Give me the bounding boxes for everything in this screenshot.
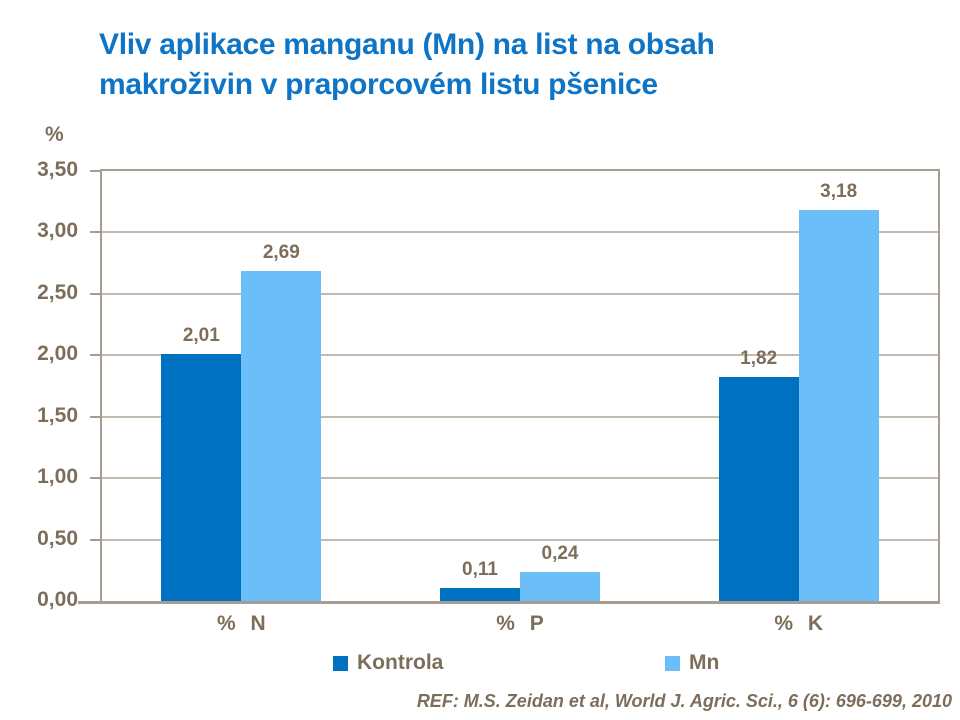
- plot-area: 2,01 2,69 0,11 0,24 1,82 3,18: [100, 169, 940, 601]
- legend-item: Mn: [665, 651, 719, 675]
- y-axis-tick-mark: [90, 477, 100, 480]
- gridline: [102, 415, 938, 418]
- legend-label: Kontrola: [357, 651, 444, 674]
- y-axis-tick-label: 0,00: [37, 588, 78, 611]
- legend-label: Mn: [689, 651, 720, 674]
- y-axis-tick-mark: [90, 231, 100, 234]
- bar-value-label: 0,24: [541, 542, 579, 564]
- bar-kontrola: [440, 587, 520, 601]
- y-axis-tick-label: 3,00: [37, 219, 78, 243]
- y-axis-tick-mark: [90, 354, 100, 357]
- y-axis-tick-label: 1,50: [37, 403, 78, 427]
- y-axis-tick-label: 0,50: [37, 526, 78, 550]
- x-axis-line: [78, 601, 940, 604]
- gridline: [102, 231, 938, 234]
- y-axis-tick-label: 2,50: [37, 280, 78, 304]
- chart-title-line-1: Vliv aplikace manganu (Mn) na list na ob…: [99, 28, 715, 61]
- chart-title-line-2: makroživin v praporcovém listu pšenice: [99, 68, 658, 101]
- bar-value-label: 3,18: [820, 181, 858, 203]
- bar-value-label: 2,01: [182, 325, 220, 347]
- gridline: [102, 538, 938, 541]
- bar-mn: [798, 210, 879, 601]
- chart-title: Vliv aplikace manganu (Mn) na list na ob…: [99, 25, 715, 105]
- bar-value-label: 1,82: [740, 348, 778, 370]
- bar-kontrola: [718, 377, 799, 601]
- y-axis-tick-label: 2,00: [37, 342, 78, 366]
- y-axis-tick-mark: [90, 292, 100, 295]
- x-axis-category-label: % N: [216, 612, 266, 635]
- legend-swatch: [333, 655, 348, 671]
- x-axis-category-label: % P: [496, 612, 544, 635]
- bar-mn: [241, 270, 322, 601]
- x-axis-category-label: % K: [774, 612, 823, 635]
- bar-kontrola: [161, 354, 242, 601]
- bar-value-label: 0,11: [462, 558, 498, 580]
- gridline: [102, 292, 938, 295]
- y-axis-tick-label: 1,00: [37, 465, 78, 489]
- bar-value-label: 2,69: [262, 241, 300, 263]
- y-axis-tick-mark: [90, 415, 100, 418]
- y-axis-tick-mark: [90, 538, 100, 541]
- y-axis-unit-label: %: [45, 123, 64, 146]
- reference-citation: REF: M.S. Zeidan et al, World J. Agric. …: [416, 691, 952, 711]
- y-axis-tick-mark: [90, 170, 100, 172]
- legend-swatch: [665, 655, 680, 671]
- legend-item: Kontrola: [333, 651, 443, 675]
- bar-mn: [520, 571, 600, 601]
- gridline: [102, 477, 938, 480]
- gridline: [102, 354, 938, 357]
- y-axis-tick-label: 3,50: [37, 158, 78, 181]
